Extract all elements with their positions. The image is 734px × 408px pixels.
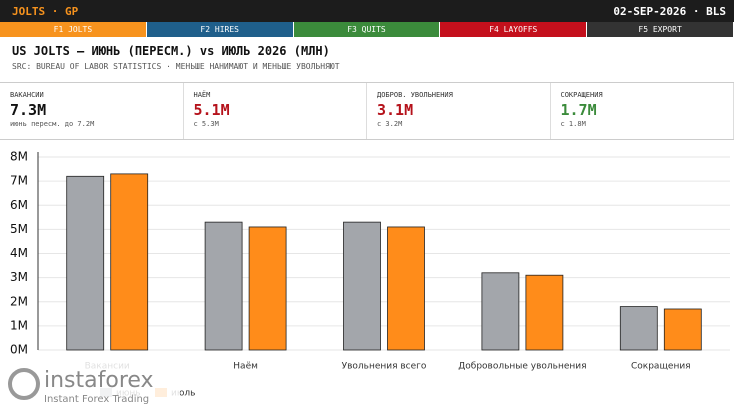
chart: 0M1M2M3M4M5M6M7M8MВакансииНаёмУвольнения…: [10, 150, 730, 399]
kpi-label: ВАКАНСИИ: [10, 91, 44, 99]
bar: [387, 226, 425, 351]
bar: [343, 221, 381, 351]
kpi-value: 7.3M: [10, 101, 47, 119]
x-tick-label: Увольнения всего: [342, 362, 427, 372]
kpi-value: 3.1M: [377, 101, 414, 119]
title: US JOLTS — ИЮНЬ (ПЕРЕСМ.) vs ИЮЛЬ 2026 (…: [12, 44, 330, 58]
kpi: СОКРАЩЕНИЯ 1.7M с 1.8M: [551, 83, 734, 139]
kpi-note: с 5.3M: [193, 120, 219, 128]
kpi-row: ВАКАНСИИ 7.3M июнь пересм. до 7.2M НАЁМ 5.1M…: [0, 82, 734, 140]
subtitle: SRC: BUREAU OF LABOR STATISTICS · МЕНЬШЕ…: [12, 62, 340, 71]
logo-icon: [8, 368, 40, 400]
x-tick-label: Добровольные увольнения: [458, 362, 586, 372]
bar: [66, 175, 105, 351]
bar: [110, 173, 149, 351]
y-tick-label: 0M: [10, 343, 28, 357]
app-name: JOLTS · GP: [12, 5, 79, 18]
bar: [248, 226, 287, 351]
kpi-value: 5.1M: [193, 101, 230, 119]
tab: F4 LAYOFFS: [440, 22, 588, 37]
kpi: НАЁМ 5.1M с 5.3M: [184, 83, 367, 139]
watermark-logo: instaforex Instant Forex Trading: [8, 368, 154, 405]
y-tick-label: 3M: [10, 270, 28, 284]
kpi-label: НАЁМ: [193, 91, 211, 99]
top-bar: JOLTS · GP 02-SEP-2026 · BLS: [0, 0, 734, 22]
tab: F2 HIRES: [146, 22, 294, 37]
kpi: ДОБРОВ. УВОЛЬНЕНИЯ 3.1M с 3.2M: [367, 83, 551, 139]
kpi-note: с 3.2M: [377, 120, 403, 128]
tab: F5 EXPORT: [587, 22, 734, 37]
y-tick-label: 8M: [10, 150, 28, 164]
tab: F3 QUITS: [293, 22, 441, 37]
kpi-label: СОКРАЩЕНИЯ: [560, 91, 603, 99]
bar: [525, 274, 564, 351]
kpi: ВАКАНСИИ 7.3M июнь пересм. до 7.2M: [0, 83, 184, 139]
kpi-label: ДОБРОВ. УВОЛЬНЕНИЯ: [377, 91, 453, 99]
brand: instaforex: [44, 368, 154, 393]
kpi-note: июнь пересм. до 7.2M: [10, 120, 95, 128]
tagline: Instant Forex Trading: [44, 394, 149, 405]
kpi-note: с 1.8M: [560, 120, 586, 128]
y-tick-label: 1M: [10, 318, 28, 332]
y-tick-label: 7M: [10, 174, 28, 188]
y-tick-label: 4M: [10, 246, 28, 260]
y-tick-label: 2M: [10, 294, 28, 308]
watermark: instaforex Instant Forex Trading: [0, 362, 180, 408]
x-tick-label: Наём: [233, 362, 258, 372]
bar: [663, 308, 702, 351]
tabs: F1 JOLTS F2 HIRES F3 QUITS F4 LAYOFFS F5 EXP…: [0, 22, 734, 37]
bar: [481, 272, 520, 351]
date: 02-SEP-2026 · BLS: [613, 5, 726, 18]
bar: [619, 306, 658, 351]
x-tick-label: Сокращения: [631, 362, 691, 372]
tab: F1 JOLTS: [0, 22, 147, 37]
kpi-value: 1.7M: [560, 101, 597, 119]
y-tick-label: 5M: [10, 222, 28, 236]
bar: [204, 221, 243, 351]
y-tick-label: 6M: [10, 198, 28, 212]
legend-label: июль: [171, 389, 195, 399]
